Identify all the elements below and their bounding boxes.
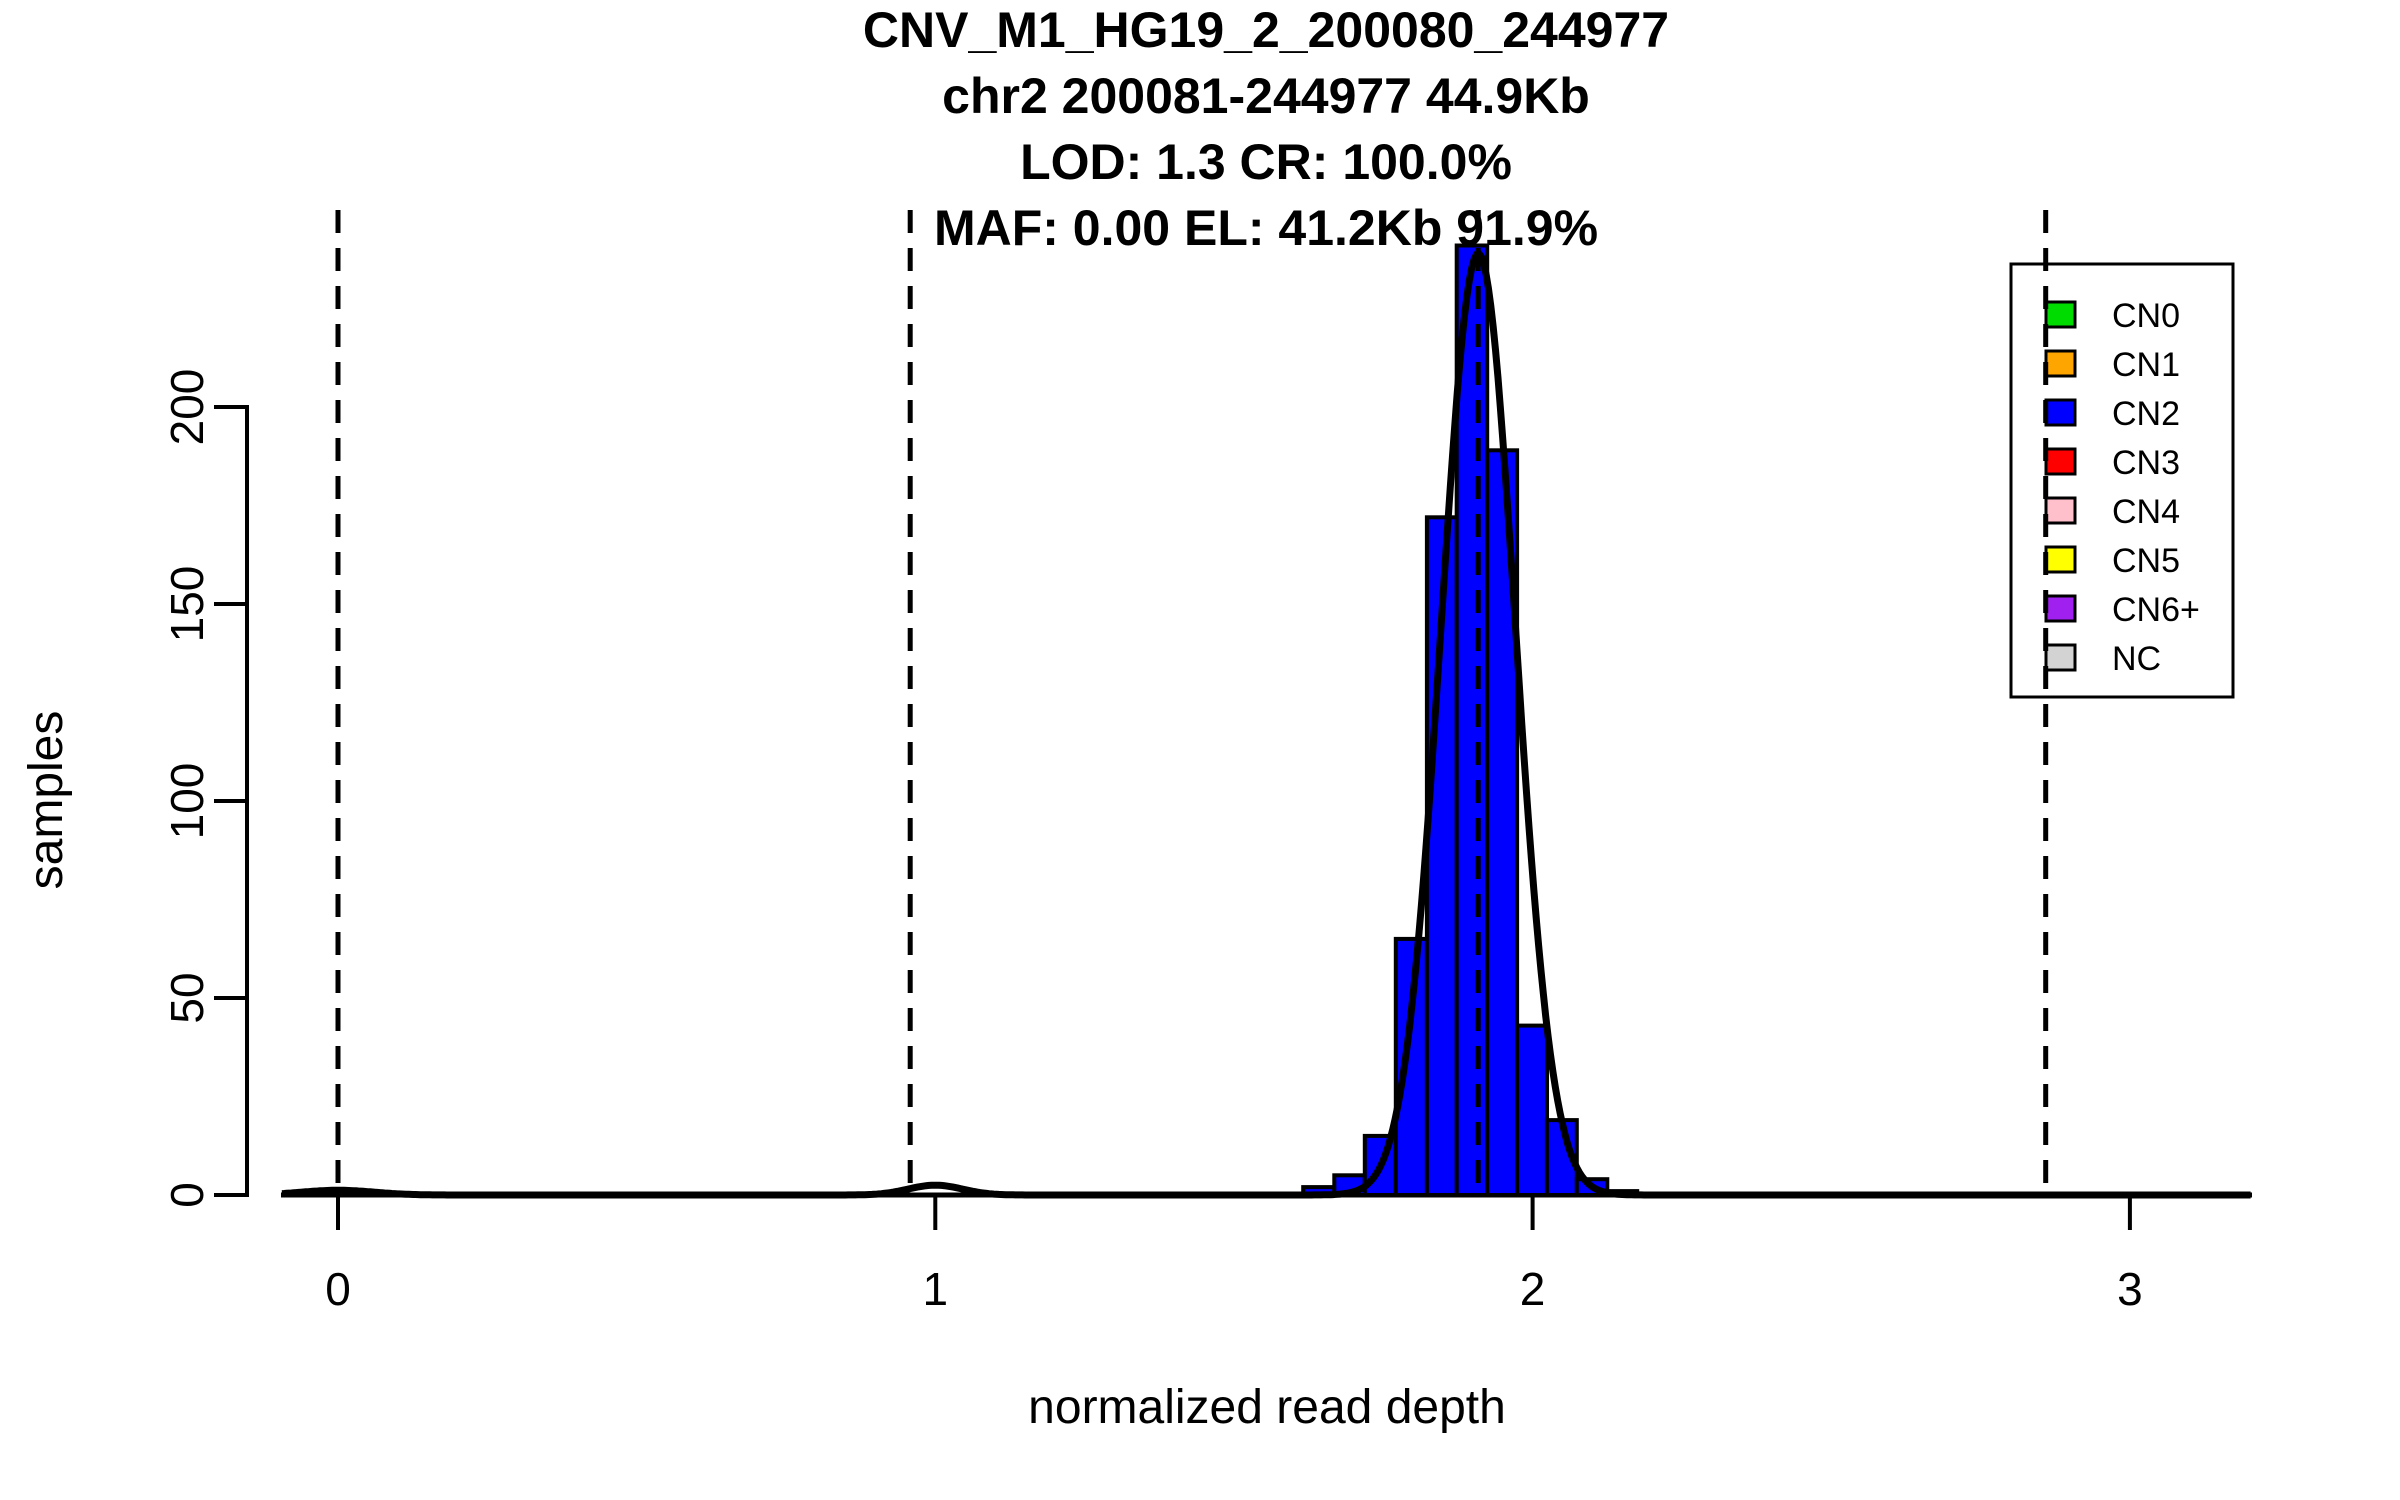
x-tick-label: 3 [2117,1263,2143,1315]
x-tick-label: 2 [1520,1263,1546,1315]
legend-swatch-cn1 [2044,349,2077,378]
legend-swatch-cn0 [2044,300,2077,329]
legend-label-cn2: CN2 [2112,395,2180,433]
fit-curve [281,249,2251,1199]
y-tick-label: 100 [161,763,213,840]
plot-title-line-2: chr2 200081-244977 44.9Kb [942,68,1590,124]
legend-swatch-cn3 [2044,447,2077,476]
legend-label-cn6plus: CN6+ [2112,591,2200,629]
y-tick-label: 50 [161,972,213,1023]
y-tick-label: 150 [161,566,213,643]
y-tick-label: 200 [161,369,213,446]
fit-curve-layer [281,249,2251,1199]
plot-title-line-1: CNV_M1_HG19_2_200080_244977 [863,2,1669,58]
histogram-bar [1454,243,1490,1197]
y-axis-title: samples [20,711,73,890]
axes-layer: 0 1 2 3 0 50 100 150 200 [161,369,2252,1315]
histogram-bar [1515,1023,1549,1197]
legend-swatch-cn4 [2044,496,2077,525]
legend-swatch-cn2 [2044,398,2077,427]
legend-swatch-cn6plus [2044,594,2077,623]
plot-title-line-4: MAF: 0.00 EL: 41.2Kb 91.9% [934,200,1598,256]
x-tick-label: 0 [325,1263,351,1315]
histogram-bars [1301,243,1640,1198]
legend-label-cn1: CN1 [2112,346,2180,384]
legend-swatch-nc [2044,643,2077,672]
legend-label-cn4: CN4 [2112,493,2180,531]
legend-label-cn3: CN3 [2112,444,2180,482]
text-layer: CNV_M1_HG19_2_200080_244977 chr2 200081-… [20,2,1669,1434]
legend-label-cn5: CN5 [2112,542,2180,580]
cn-mean-dashed-lines [335,210,2049,1195]
x-axis-title: normalized read depth [1028,1381,1506,1434]
plot-title-line-3: LOD: 1.3 CR: 100.0% [1020,134,1512,190]
legend-swatch-cn5 [2044,545,2077,574]
legend-label-cn0: CN0 [2112,297,2180,335]
x-tick-label: 1 [923,1263,949,1315]
y-tick-label: 0 [161,1182,213,1208]
legend-label-nc: NC [2112,640,2161,678]
